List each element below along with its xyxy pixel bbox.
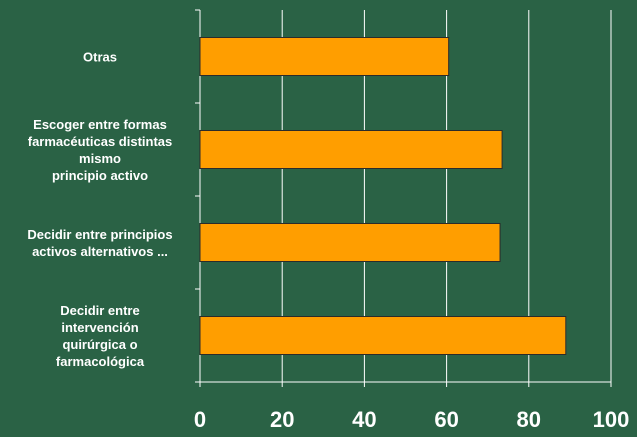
category-label-line: intervención <box>61 320 138 335</box>
x-tick-label: 40 <box>352 407 376 432</box>
category-label-line: quirúrgica o <box>62 337 137 352</box>
category-label-line: Escoger entre formas <box>33 117 167 132</box>
bars <box>199 37 567 355</box>
x-tick-label: 20 <box>270 407 294 432</box>
bar <box>199 37 450 76</box>
category-label-line: Decidir entre <box>60 303 139 318</box>
x-tick-label: 0 <box>194 407 206 432</box>
category-labels: Otras Escoger entre formas farmacéuticas d… <box>27 50 172 370</box>
tick-labels: 0 20 40 60 80 100 <box>194 407 629 432</box>
category-label: Decidir entre intervención quirúrgica o far… <box>56 303 145 369</box>
category-label-line: mismo <box>79 151 121 166</box>
category-label-line: farmacológica <box>56 354 145 369</box>
x-tick-label: 60 <box>434 407 458 432</box>
category-label-line: Decidir entre principios <box>27 227 172 242</box>
category-label: Escoger entre formas farmacéuticas distin… <box>28 117 173 183</box>
category-label-line: activos alternativos ... <box>32 244 168 259</box>
x-tick-label: 100 <box>593 407 630 432</box>
category-label-line: Otras <box>83 50 117 65</box>
bar <box>199 316 567 355</box>
bar <box>199 130 503 169</box>
category-label-line: farmacéuticas distintas <box>28 134 173 149</box>
category-label: Decidir entre principios activos alternat… <box>27 227 172 259</box>
category-label: Otras <box>83 50 117 65</box>
x-tick-label: 80 <box>517 407 541 432</box>
category-label-line: principio activo <box>52 168 148 183</box>
bar <box>199 223 501 262</box>
